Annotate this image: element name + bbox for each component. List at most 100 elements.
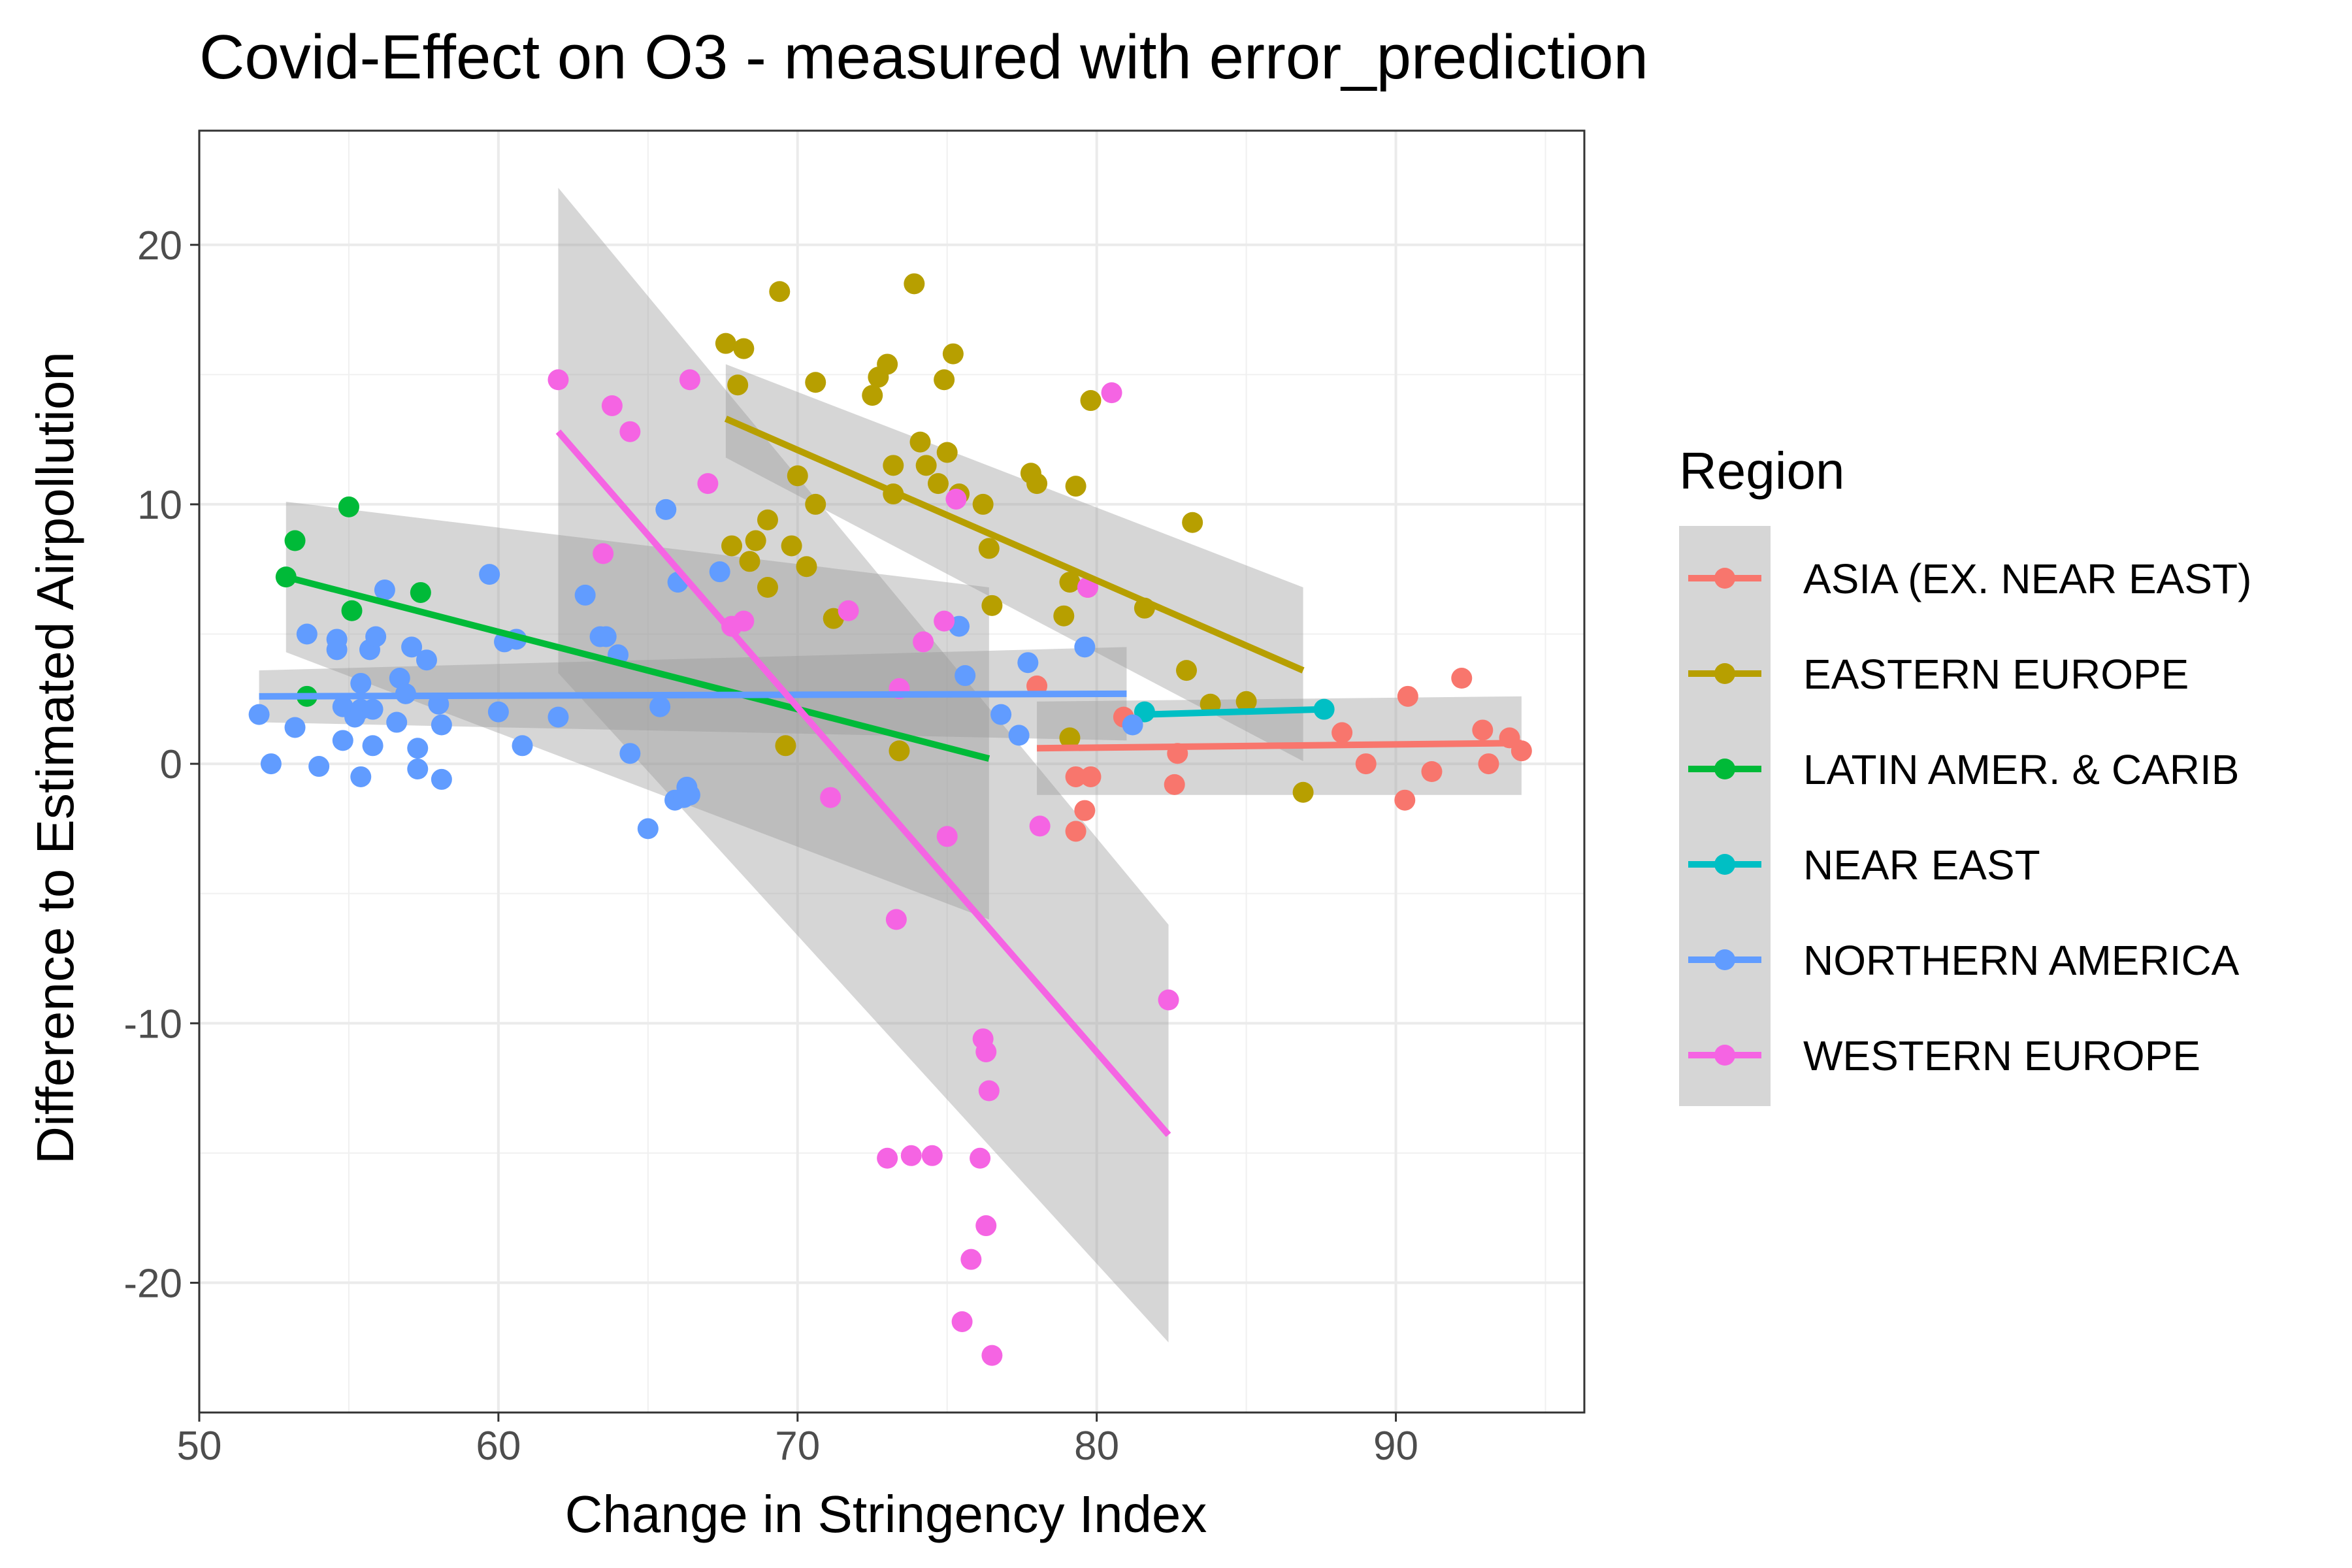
data-point	[1065, 766, 1086, 787]
data-point	[601, 395, 623, 416]
data-point	[955, 665, 976, 687]
data-point	[805, 493, 826, 515]
panel-background	[199, 131, 1584, 1413]
data-point	[401, 636, 423, 658]
data-point	[1080, 766, 1102, 787]
fit-line	[1037, 740, 1522, 752]
data-point	[574, 584, 596, 606]
data-point	[487, 701, 509, 723]
data-point	[362, 735, 384, 757]
data-point	[936, 442, 958, 463]
data-point	[1451, 668, 1473, 689]
data-point	[885, 909, 907, 930]
x-tick-label: 90	[1373, 1424, 1418, 1469]
data-point	[757, 577, 778, 598]
data-point	[769, 281, 791, 302]
data-point	[679, 784, 700, 806]
data-point	[1053, 605, 1075, 627]
data-point	[338, 496, 359, 517]
legend-label: LATIN AMER. & CARIB	[1803, 746, 2239, 793]
legend-label: NEAR EAST	[1803, 841, 2040, 889]
data-point	[1029, 815, 1051, 837]
data-point	[697, 473, 719, 495]
data-point	[1176, 660, 1198, 681]
data-point	[951, 1311, 973, 1332]
data-point	[479, 564, 500, 585]
data-point	[284, 530, 306, 551]
fit-line	[724, 416, 1305, 674]
data-point	[1235, 691, 1257, 712]
data-point	[757, 509, 778, 531]
data-point	[934, 610, 955, 632]
y-tick-label: -20	[123, 1261, 182, 1306]
data-point	[248, 704, 270, 725]
data-point	[838, 600, 859, 621]
legend-title: Region	[1679, 442, 1845, 500]
legend-key-point	[1714, 759, 1735, 779]
fit-line	[259, 690, 1127, 700]
x-axis-title: Change in Stringency Index	[565, 1485, 1207, 1543]
series-points	[715, 273, 1314, 803]
data-point	[407, 759, 429, 780]
data-point	[990, 704, 1012, 725]
data-point	[1478, 753, 1499, 775]
data-point	[972, 493, 994, 515]
data-point	[1397, 685, 1418, 707]
data-point	[978, 538, 1000, 559]
data-point	[909, 431, 931, 453]
data-point	[945, 488, 967, 510]
data-point	[431, 714, 452, 736]
gridlines	[198, 131, 1584, 1413]
data-point	[1059, 727, 1081, 749]
data-point	[1164, 774, 1185, 795]
data-point	[410, 581, 431, 603]
data-point	[374, 579, 395, 600]
x-tick-label: 60	[476, 1424, 521, 1469]
axis-ticks: 50 60 70 80 90 -20 -10 0 10 20	[123, 223, 1418, 1469]
data-point	[1158, 989, 1179, 1011]
y-axis-title: Difference to Estimated Airpollution	[26, 351, 84, 1164]
data-point	[431, 768, 452, 790]
data-point	[1074, 800, 1096, 821]
plot-panel	[198, 129, 1586, 1414]
data-point	[942, 343, 964, 365]
data-point	[709, 561, 730, 583]
x-tick-label: 70	[775, 1424, 820, 1469]
fit-line	[1144, 706, 1324, 718]
legend-label: NORTHERN AMERICA	[1803, 937, 2240, 984]
data-point	[975, 1041, 997, 1062]
data-point	[883, 455, 904, 476]
legend-key-point	[1714, 949, 1735, 970]
data-point	[739, 551, 760, 572]
data-point	[715, 333, 736, 354]
data-point	[365, 626, 387, 647]
x-tick-label: 50	[177, 1424, 222, 1469]
data-point	[889, 740, 910, 762]
legend-label: ASIA (EX. NEAR EAST)	[1803, 555, 2251, 602]
data-point	[416, 649, 437, 671]
data-point	[308, 756, 330, 777]
data-point	[350, 766, 372, 787]
data-point	[915, 455, 937, 476]
data-point	[1080, 390, 1102, 412]
data-point	[805, 372, 826, 393]
data-point	[679, 369, 700, 391]
data-point	[595, 626, 617, 647]
data-point	[978, 1080, 1000, 1102]
data-point	[1421, 761, 1443, 782]
data-point	[727, 374, 749, 396]
data-point	[721, 535, 743, 557]
data-point	[745, 530, 766, 551]
y-tick-label: 10	[137, 483, 182, 528]
data-point	[619, 421, 641, 442]
confidence-band	[725, 364, 1303, 762]
data-point	[733, 338, 755, 359]
legend-key-point	[1714, 854, 1735, 875]
data-point	[904, 273, 925, 295]
legend-label: WESTERN EUROPE	[1803, 1032, 2200, 1079]
legend-key-point	[1714, 663, 1735, 684]
data-point	[1355, 753, 1377, 775]
legend-key-point	[1714, 1045, 1735, 1066]
data-point	[260, 753, 282, 775]
